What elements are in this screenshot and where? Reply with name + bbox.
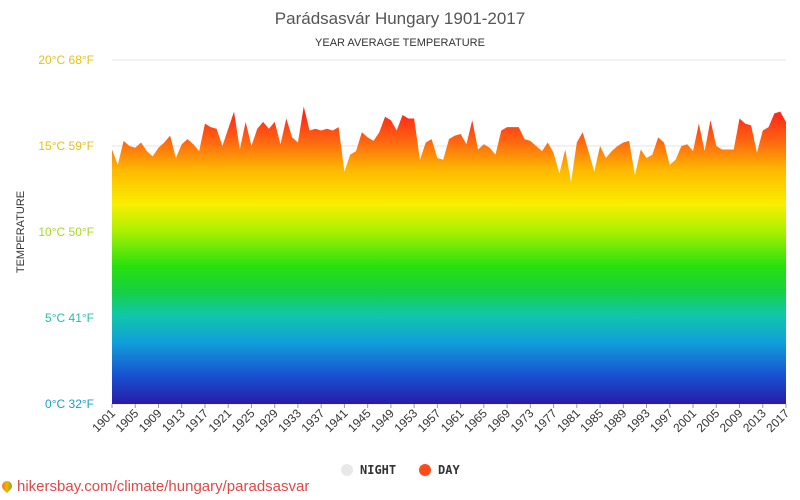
x-tick-label: 1933 <box>275 406 304 435</box>
y-tick-label: 5°C 41°F <box>45 311 94 325</box>
legend-item-night[interactable]: NIGHT <box>341 463 396 477</box>
x-tick-label: 1945 <box>345 406 374 435</box>
x-tick-label: 1949 <box>368 406 397 435</box>
source-link[interactable]: hikersbay.com/climate/hungary/paradsasva… <box>0 478 310 495</box>
x-tick-label: 2005 <box>694 406 723 435</box>
legend: NIGHT DAY <box>341 463 460 477</box>
x-tick-label: 2001 <box>670 406 699 435</box>
chart-title: Parádsasvár Hungary 1901-2017 <box>275 9 525 28</box>
legend-day-marker <box>419 464 431 476</box>
y-tick-label: 20°C 68°F <box>38 53 94 67</box>
y-tick-label: 15°C 59°F <box>38 139 94 153</box>
x-tick-label: 1957 <box>415 406 444 435</box>
x-tick-label: 1961 <box>438 406 467 435</box>
legend-item-day[interactable]: DAY <box>419 463 460 477</box>
x-tick-label: 1969 <box>484 406 513 435</box>
chart-subtitle: YEAR AVERAGE TEMPERATURE <box>315 37 485 49</box>
x-tick-label: 1905 <box>113 406 142 435</box>
legend-night-marker <box>341 464 353 476</box>
area-layer <box>112 106 786 404</box>
x-tick-label: 1921 <box>206 406 235 435</box>
map-pin-icon <box>0 478 15 494</box>
x-tick-label: 1941 <box>322 406 351 435</box>
x-tick-label: 1929 <box>252 406 281 435</box>
x-tick-label: 1953 <box>391 406 420 435</box>
night-area <box>112 249 786 404</box>
x-tick-label: 1981 <box>554 406 583 435</box>
y-tick-label: 10°C 50°F <box>38 225 94 239</box>
y-tick-label: 0°C 32°F <box>45 397 94 411</box>
x-tick-label: 1977 <box>531 406 560 435</box>
y-tick-labels: 0°C 32°F 5°C 41°F 10°C 50°F 15°C 59°F 20°C 6… <box>38 53 94 411</box>
source-link-text: hikersbay.com/climate/hungary/paradsasva… <box>17 478 310 495</box>
x-tick-label: 1997 <box>647 406 676 435</box>
y-axis-label: TEMPERATURE <box>15 191 27 273</box>
x-tick-labels: 1901190519091913191719211925192919331937… <box>89 404 792 435</box>
x-tick-label: 2013 <box>740 406 769 435</box>
x-tick-label: 1985 <box>577 406 606 435</box>
x-tick-label: 1993 <box>624 406 653 435</box>
x-tick-label: 1909 <box>136 406 165 435</box>
legend-day-label: DAY <box>438 463 460 477</box>
x-tick-label: 1989 <box>601 406 630 435</box>
x-tick-label: 1965 <box>461 406 490 435</box>
x-tick-label: 2009 <box>717 406 746 435</box>
legend-night-label: NIGHT <box>360 463 396 477</box>
x-tick-label: 1917 <box>182 406 211 435</box>
x-tick-label: 1925 <box>229 406 258 435</box>
x-tick-label: 2017 <box>763 406 792 435</box>
x-tick-label: 1913 <box>159 406 188 435</box>
x-tick-label: 1973 <box>508 406 537 435</box>
x-tick-label: 1937 <box>299 406 328 435</box>
